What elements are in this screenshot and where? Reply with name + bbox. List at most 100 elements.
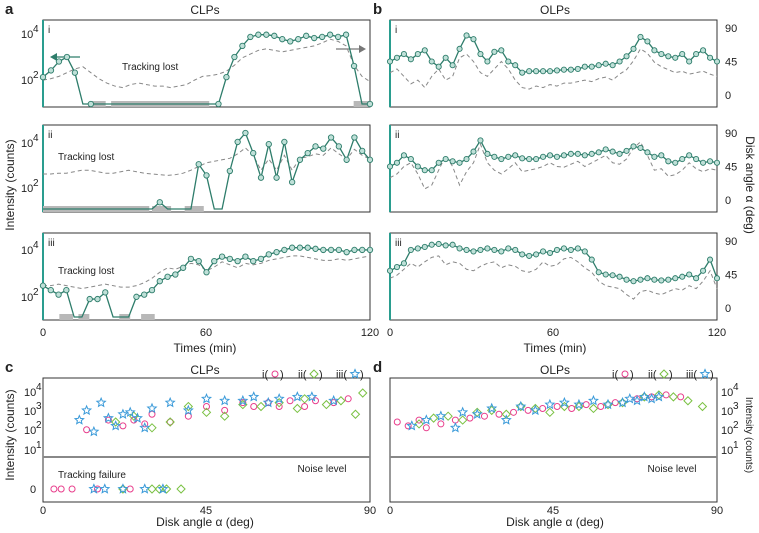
ytick-b-1-0: 0	[725, 195, 731, 207]
angle-point-b-1-13	[477, 137, 484, 144]
intensity-point-a-2-8	[102, 289, 109, 296]
angle-point-b-2-24	[553, 246, 561, 253]
scatter-point-d-ii-1	[428, 413, 439, 423]
angle-point-b-0-13	[477, 51, 484, 58]
scatter-point-d-i-10	[524, 406, 532, 414]
panel-d-noise-label: Noise level	[648, 464, 697, 475]
scatter-point-d-iii-13	[587, 394, 599, 406]
scatter-point-d-i-3	[422, 424, 430, 432]
panel-a-ii-roman: ii	[48, 130, 52, 141]
intensity-point-a-1-28	[257, 174, 265, 181]
angle-point-b-0-3	[407, 56, 414, 63]
ytick-d-1e3-base: 10	[721, 406, 733, 418]
scatter-point-c-iii-17	[262, 396, 274, 408]
ytick-b-2-2: 90	[725, 236, 737, 248]
angle-point-b-2-36	[637, 276, 644, 283]
scatter-point-d-iii-2	[435, 410, 447, 421]
angle-point-b-2-30	[595, 269, 602, 276]
scatter-point-d-ii-0	[414, 419, 424, 429]
intensity-point-a-2-34	[304, 244, 311, 251]
angle-line-a-2	[43, 255, 371, 290]
angle-point-b-1-37	[644, 149, 651, 156]
intensity-point-a-1-15	[156, 199, 163, 206]
intensity-point-a-0-38	[342, 31, 350, 38]
panel-d-legend: i( ii( iii( )))	[612, 368, 714, 381]
scatter-point-d-iii-5	[471, 408, 483, 419]
angle-point-b-0-27	[574, 65, 581, 72]
angle-point-b-0-14	[484, 58, 491, 65]
scatter-point-c-i-3	[119, 422, 127, 430]
scatter-point-d-ii-12	[588, 403, 599, 414]
angle-point-b-1-47	[713, 159, 721, 166]
ytick-b-1-2: 90	[725, 128, 737, 140]
angle-point-b-0-25	[560, 66, 567, 73]
intensity-point-a-2-38	[335, 246, 343, 254]
angle-point-b-2-19	[519, 251, 526, 258]
intensity-point-a-0-3	[63, 53, 71, 61]
scatter-point-c-i-10	[221, 406, 229, 414]
scatter-point-d-ii-19	[697, 401, 708, 412]
scatter-point-c-ii-3	[165, 417, 175, 427]
angle-point-b-2-13	[477, 246, 484, 253]
angle-point-b-1-17	[505, 153, 512, 160]
scatter-point-c-i-22	[94, 485, 101, 493]
angle-point-b-1-33	[616, 150, 623, 157]
intensity-point-a-0-39	[350, 62, 358, 70]
panel-a-iii-roman: iii	[48, 238, 55, 249]
angle-point-b-1-28	[581, 152, 588, 159]
intensity-point-a-0-28	[263, 31, 270, 38]
angle-point-b-0-29	[588, 63, 595, 70]
angle-point-b-0-8	[442, 54, 449, 61]
intensity-point-a-1-26	[242, 129, 249, 137]
intensity-point-a-0-36	[326, 31, 334, 38]
intensity-point-a-1-20	[195, 161, 202, 168]
panel-a-i-frame	[42, 19, 371, 108]
scatter-point-c-i-15	[286, 397, 294, 405]
scatter-point-c-iii-25	[139, 483, 151, 494]
angle-point-b-0-22	[540, 68, 547, 75]
intensity-point-a-1-24	[226, 167, 234, 175]
scatter-point-c-iii-14	[219, 394, 231, 406]
panel-b-xtick-60: 60	[547, 327, 559, 339]
intensity-point-a-0-37	[334, 33, 342, 41]
scatter-point-c-i-14	[275, 403, 283, 411]
scatter-point-c-i-0	[68, 485, 76, 493]
intensity-point-a-1-37	[327, 134, 335, 141]
angle-point-b-1-16	[498, 156, 505, 163]
intensity-point-a-2-15	[156, 278, 163, 285]
scatter-point-c-iii-20	[306, 391, 318, 402]
scatter-point-c-iii-16	[248, 391, 260, 402]
angle-point-b-1-44	[693, 156, 700, 163]
scatter-point-d-iii-19	[646, 392, 658, 404]
scatter-point-c-i-1	[83, 426, 91, 434]
lost-segment-a-1-1	[152, 206, 172, 212]
scatter-point-c-ii-13	[336, 396, 346, 406]
angle-point-b-2-28	[581, 248, 588, 255]
angle-point-b-0-37	[644, 38, 651, 45]
scatter-point-c-i-17	[312, 397, 319, 405]
angle-point-b-1-12	[470, 148, 477, 155]
panel-a-i-tracking-lost: Tracking lost	[122, 62, 179, 73]
angle-point-b-2-9	[449, 241, 456, 248]
scatter-point-c-i-16	[301, 403, 309, 411]
ytick-c-1e2-base: 10	[24, 425, 36, 437]
angle-point-b-2-14	[484, 245, 491, 252]
scatter-point-c-i-18	[330, 399, 338, 407]
angle-point-b-1-2	[400, 152, 407, 159]
ytick-d-1e4-base: 10	[721, 387, 733, 399]
intensity-point-a-1-32	[288, 178, 296, 186]
angle-point-b-2-5	[421, 243, 428, 251]
panel-a-iii-yticks: 10 4 10 2	[21, 240, 39, 304]
angle-point-b-2-39	[658, 277, 665, 284]
panel-a-xlabel: Times (min)	[174, 341, 237, 355]
legend-marker-d-2	[699, 368, 711, 379]
intensity-point-a-2-6	[86, 295, 93, 303]
scatter-point-d-iii-12	[573, 398, 585, 410]
angle-point-b-1-34	[623, 147, 630, 154]
panel-d-xtick-90: 90	[711, 505, 723, 517]
ytick-a-iii-1e4-exp: 4	[33, 240, 39, 251]
intensity-point-a-0-27	[255, 31, 262, 38]
intensity-point-a-1-35	[312, 143, 319, 150]
panel-c-yticks: 10 4 10 3 10 2 10 1 0	[24, 382, 42, 496]
